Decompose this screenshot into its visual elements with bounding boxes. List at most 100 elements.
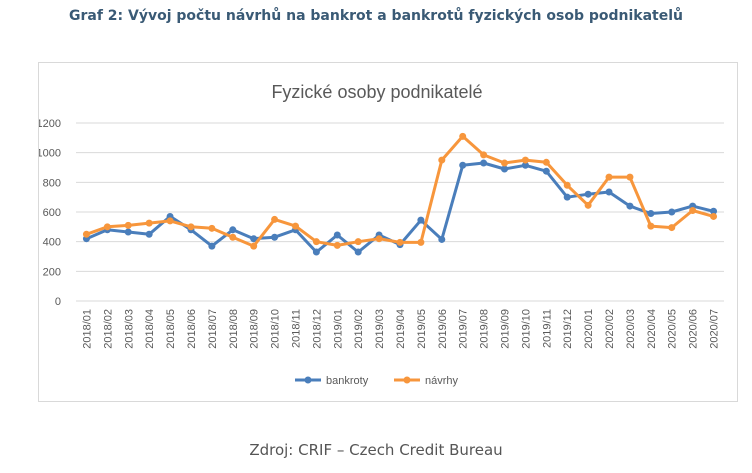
legend-navrhy-label: návrhy [425, 375, 459, 387]
line-chart: Fyzické osoby podnikatelé 0 200 400 600 800 1… [39, 82, 724, 387]
x-tick-label: 2019/10 [520, 309, 532, 349]
x-tick-label: 2019/06 [437, 309, 449, 349]
data-point [166, 217, 174, 225]
x-tick-label: 2019/03 [374, 309, 386, 349]
y-tick-label: 1000 [39, 148, 61, 160]
x-tick-label: 2019/05 [416, 309, 428, 349]
data-point [333, 231, 341, 239]
data-point [438, 156, 446, 164]
data-point [626, 173, 634, 181]
chart-frame: Fyzické osoby podnikatelé 0 200 400 600 800 1… [38, 62, 738, 402]
data-point [668, 224, 676, 232]
data-point [271, 233, 279, 241]
data-point [647, 222, 655, 230]
data-point [208, 224, 216, 232]
data-point [501, 165, 509, 173]
x-tick-label: 2018/07 [207, 309, 219, 349]
x-tick-label: 2018/05 [165, 309, 177, 349]
x-axis-ticks: 2018/01 2018/02 2018/03 2018/04 2018/05 2018/… [81, 309, 720, 349]
x-tick-label: 2019/12 [562, 309, 574, 349]
x-tick-label: 2020/01 [583, 309, 595, 349]
data-point [480, 159, 488, 167]
data-point [605, 188, 613, 196]
x-tick-label: 2020/05 [667, 309, 679, 349]
data-point [605, 173, 613, 181]
x-tick-label: 2019/11 [541, 309, 553, 348]
x-tick-label: 2020/02 [604, 309, 616, 349]
legend-bankroty-label: bankroty [326, 375, 369, 387]
data-point [354, 238, 362, 246]
y-axis-ticks: 0 200 400 600 800 1000 1200 [39, 118, 61, 308]
x-tick-label: 2018/03 [123, 309, 135, 349]
data-point [459, 161, 467, 169]
figure-heading: Graf 2: Vývoj počtu návrhů na bankrot a … [68, 8, 683, 24]
data-point [103, 223, 111, 231]
data-point [521, 161, 529, 169]
data-point [668, 208, 676, 216]
x-tick-label: 2020/07 [709, 309, 721, 349]
data-point [563, 181, 571, 189]
x-tick-label: 2018/01 [81, 309, 93, 349]
x-tick-label: 2018/02 [102, 309, 114, 349]
data-point [438, 235, 446, 243]
data-point [689, 207, 697, 215]
chart-title: Fyzické osoby podnikatelé [271, 82, 482, 102]
y-tick-label: 200 [43, 266, 61, 278]
data-point [710, 212, 718, 220]
data-point [375, 235, 383, 243]
data-point [417, 216, 425, 224]
data-point [145, 219, 153, 227]
gridlines [76, 122, 724, 302]
data-point [145, 230, 153, 238]
data-point [250, 242, 258, 250]
source-note: Zdroj: CRIF – Czech Credit Bureau [249, 441, 503, 459]
x-tick-label: 2018/06 [186, 309, 198, 349]
data-point [626, 202, 634, 210]
x-tick-label: 2018/11 [290, 309, 302, 348]
data-point [229, 226, 237, 234]
data-point [208, 242, 216, 250]
data-point [710, 207, 718, 215]
data-point [647, 209, 655, 217]
x-tick-label: 2019/08 [479, 309, 491, 349]
data-point [124, 221, 132, 229]
legend-navrhy-marker [403, 376, 411, 384]
data-point [82, 230, 90, 238]
data-point [312, 238, 320, 246]
x-tick-label: 2019/07 [458, 309, 470, 349]
x-tick-label: 2020/06 [688, 309, 700, 349]
x-tick-label: 2020/04 [646, 309, 658, 349]
data-point [501, 159, 509, 167]
legend-bankroty-marker [304, 376, 312, 384]
data-point [271, 215, 279, 223]
x-tick-label: 2020/03 [625, 309, 637, 349]
y-tick-label: 600 [43, 207, 61, 219]
data-point [584, 201, 592, 209]
x-tick-label: 2019/04 [395, 309, 407, 349]
data-point [542, 167, 550, 175]
data-point [480, 151, 488, 159]
x-tick-label: 2019/01 [332, 309, 344, 349]
data-point [354, 248, 362, 256]
x-tick-label: 2018/04 [144, 309, 156, 349]
y-tick-label: 800 [43, 177, 61, 189]
y-tick-label: 400 [43, 237, 61, 249]
data-point [521, 156, 529, 164]
data-point [542, 158, 550, 166]
series [82, 132, 718, 256]
y-tick-label: 0 [55, 296, 61, 308]
data-point [124, 228, 132, 236]
data-point [250, 235, 258, 243]
data-point [584, 190, 592, 198]
x-tick-label: 2018/08 [228, 309, 240, 349]
data-point [459, 132, 467, 140]
x-tick-label: 2019/09 [500, 309, 512, 349]
x-tick-label: 2018/12 [311, 309, 323, 349]
data-point [291, 222, 299, 230]
data-point [229, 233, 237, 241]
data-point [333, 241, 341, 249]
legend: bankroty návrhy [295, 375, 459, 387]
x-tick-label: 2018/10 [270, 309, 282, 349]
x-tick-label: 2018/09 [249, 309, 261, 349]
data-point [396, 238, 404, 246]
